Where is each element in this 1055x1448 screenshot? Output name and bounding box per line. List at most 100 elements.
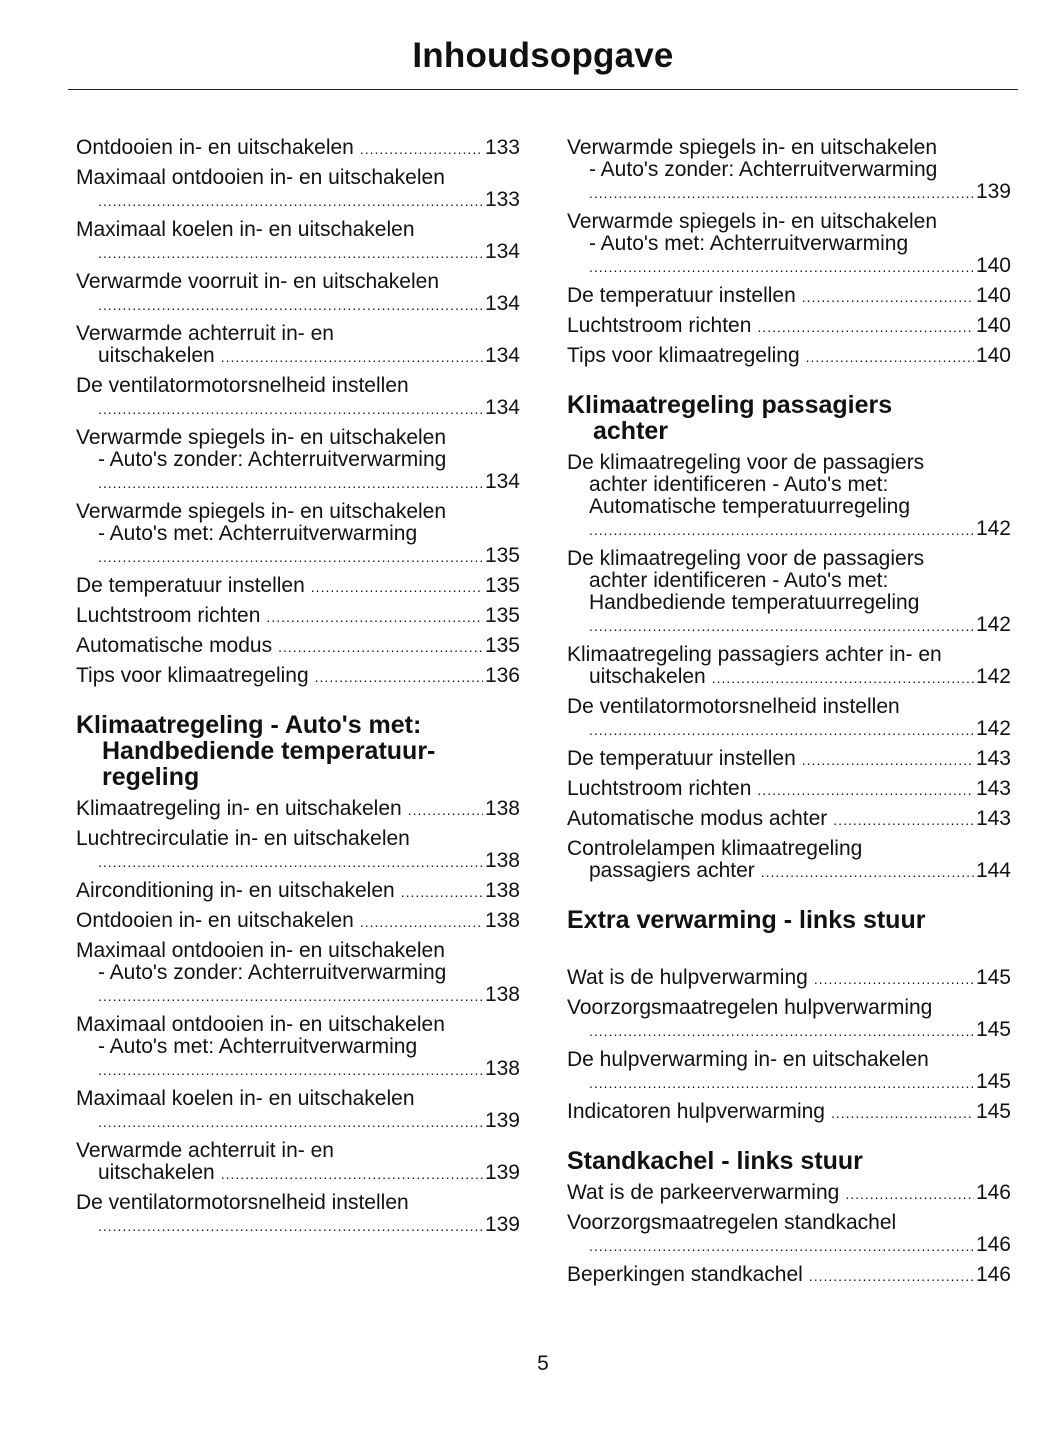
toc-entry[interactable]: Voorzorgsmaatregelen hulpverwarming.....…: [567, 997, 1011, 1041]
toc-entry-page[interactable]: 135: [484, 604, 520, 627]
toc-entry[interactable]: De hulpverwarming in- en uitschakelen...…: [567, 1049, 1011, 1093]
toc-entry-leader-line: Wat is de parkeerverwarming.............…: [567, 1182, 1011, 1204]
toc-entry-leader-line: uitschakelen............................…: [76, 345, 520, 367]
toc-entry-text: Luchtstroom richten: [567, 777, 752, 800]
toc-entry[interactable]: Maximaal ontdooien in- en uitschakelen - …: [76, 940, 520, 1006]
toc-entry-page[interactable]: 140: [975, 254, 1011, 277]
toc-entry-text: Maximaal ontdooien in- en uitschakelen: [76, 939, 445, 962]
toc-entry-page[interactable]: 140: [975, 344, 1011, 367]
toc-entry-page[interactable]: 136: [484, 664, 520, 687]
toc-entry-page[interactable]: 142: [975, 717, 1011, 740]
toc-entry-page[interactable]: 134: [484, 396, 520, 419]
dot-leader: ........................................…: [407, 802, 483, 818]
toc-entry-page[interactable]: 145: [975, 1070, 1011, 1093]
toc-entry-page[interactable]: 143: [975, 777, 1011, 800]
toc-entry-page[interactable]: 133: [484, 188, 520, 211]
toc-entry[interactable]: Luchtstroom richten.....................…: [76, 605, 520, 627]
toc-entry[interactable]: Klimaatregeling passagiers achter in- en…: [567, 644, 1011, 688]
toc-entry-page[interactable]: 139: [484, 1109, 520, 1132]
toc-entry[interactable]: Maximaal ontdooien in- en uitschakelen - …: [76, 1014, 520, 1080]
toc-entry[interactable]: Automatische modus......................…: [76, 635, 520, 657]
toc-entry[interactable]: De klimaatregeling voor de passagiers ach…: [567, 548, 1011, 636]
toc-entry-text: Tips voor klimaatregeling: [76, 664, 309, 687]
toc-entry[interactable]: Wat is de parkeerverwarming.............…: [567, 1182, 1011, 1204]
toc-entry[interactable]: Ontdooien in- en uitschakelen...........…: [76, 910, 520, 932]
toc-entry[interactable]: Automatische modus achter...............…: [567, 808, 1011, 830]
toc-entry[interactable]: Beperkingen standkachel.................…: [567, 1264, 1011, 1286]
toc-entry-page[interactable]: 138: [484, 849, 520, 872]
toc-entry-page[interactable]: 144: [975, 859, 1011, 882]
toc-entry-text: Tips voor klimaatregeling: [567, 344, 800, 367]
toc-entry[interactable]: Luchtrecirculatie in- en uitschakelen...…: [76, 828, 520, 872]
dot-leader: ........................................…: [310, 579, 483, 595]
toc-entry[interactable]: Verwarmde voorruit in- en uitschakelen..…: [76, 271, 520, 315]
toc-entry[interactable]: Verwarmde achterruit in- en uitschakelen.…: [76, 1140, 520, 1184]
toc-entry[interactable]: Verwarmde achterruit in- en uitschakelen.…: [76, 323, 520, 367]
toc-entry[interactable]: Tips voor klimaatregeling...............…: [76, 665, 520, 687]
toc-entry[interactable]: De klimaatregeling voor de passagiers ach…: [567, 452, 1011, 540]
toc-entry-text: - Auto's met: Achterruitverwarming: [589, 232, 909, 255]
toc-entry-page[interactable]: 138: [484, 879, 520, 902]
toc-entry-text: Voorzorgsmaatregelen standkachel: [567, 1211, 897, 1234]
toc-entry[interactable]: Maximaal ontdooien in- en uitschakelen..…: [76, 167, 520, 211]
toc-entry-page[interactable]: 146: [975, 1233, 1011, 1256]
toc-entry-page[interactable]: 138: [484, 1057, 520, 1080]
toc-entry-page[interactable]: 145: [975, 966, 1011, 989]
toc-entry-page[interactable]: 140: [975, 284, 1011, 307]
toc-entry-page[interactable]: 138: [484, 983, 520, 1006]
toc-entry[interactable]: Verwarmde spiegels in- en uitschakelen - …: [567, 137, 1011, 203]
toc-entry-page[interactable]: 135: [484, 634, 520, 657]
toc-entry[interactable]: Luchtstroom richten.....................…: [567, 778, 1011, 800]
toc-entry-page[interactable]: 139: [484, 1213, 520, 1236]
dot-leader: ........................................…: [98, 1218, 483, 1234]
toc-entry[interactable]: Ontdooien in- en uitschakelen...........…: [76, 137, 520, 159]
toc-entry[interactable]: Verwarmde spiegels in- en uitschakelen - …: [567, 211, 1011, 277]
toc-entry-text: Verwarmde achterruit in- en: [76, 322, 334, 345]
toc-entry[interactable]: De temperatuur instellen................…: [76, 575, 520, 597]
toc-entry-page[interactable]: 142: [975, 517, 1011, 540]
toc-entry[interactable]: De ventilatormotorsnelheid instellen....…: [567, 696, 1011, 740]
toc-entry-page[interactable]: 146: [975, 1263, 1011, 1286]
toc-entry-page[interactable]: 145: [975, 1018, 1011, 1041]
section-heading-line: achter: [593, 417, 669, 445]
toc-entry-page[interactable]: 143: [975, 807, 1011, 830]
toc-entry-page[interactable]: 135: [484, 574, 520, 597]
toc-entry[interactable]: De temperatuur instellen................…: [567, 285, 1011, 307]
toc-entry[interactable]: Maximaal koelen in- en uitschakelen.....…: [76, 1088, 520, 1132]
toc-entry-page[interactable]: 134: [484, 344, 520, 367]
toc-entry-page[interactable]: 139: [975, 180, 1011, 203]
toc-entry-page[interactable]: 143: [975, 747, 1011, 770]
toc-entry-page[interactable]: 134: [484, 240, 520, 263]
toc-entry-page[interactable]: 145: [975, 1100, 1011, 1123]
toc-entry-page[interactable]: 142: [975, 665, 1011, 688]
toc-entry-text: achter identificeren - Auto's met:: [589, 569, 889, 592]
toc-entry[interactable]: Controlelampen klimaatregeling passagiers…: [567, 838, 1011, 882]
toc-entry-leader-line: Ontdooien in- en uitschakelen...........…: [76, 137, 520, 159]
toc-entry-page[interactable]: 138: [484, 909, 520, 932]
toc-entry[interactable]: De ventilatormotorsnelheid instellen....…: [76, 1192, 520, 1236]
toc-entry[interactable]: Wat is de hulpverwarming................…: [567, 967, 1011, 989]
toc-entry-page[interactable]: 142: [975, 613, 1011, 636]
toc-entry[interactable]: Verwarmde spiegels in- en uitschakelen - …: [76, 427, 520, 493]
toc-entry-page[interactable]: 135: [484, 544, 520, 567]
toc-entry-text: De klimaatregeling voor de passagiers: [567, 451, 925, 474]
toc-entry[interactable]: De ventilatormotorsnelheid instellen....…: [76, 375, 520, 419]
toc-entry-page[interactable]: 134: [484, 470, 520, 493]
toc-entry-page[interactable]: 146: [975, 1181, 1011, 1204]
toc-entry[interactable]: Tips voor klimaatregeling...............…: [567, 345, 1011, 367]
toc-entry[interactable]: Airconditioning in- en uitschakelen.....…: [76, 880, 520, 902]
toc-entry[interactable]: Voorzorgsmaatregelen standkachel........…: [567, 1212, 1011, 1256]
dot-leader: ........................................…: [98, 549, 483, 565]
toc-entry-page[interactable]: 139: [484, 1161, 520, 1184]
toc-entry[interactable]: Indicatoren hulpverwarming..............…: [567, 1101, 1011, 1123]
toc-entry[interactable]: De temperatuur instellen................…: [567, 748, 1011, 770]
toc-entry-page[interactable]: 134: [484, 292, 520, 315]
toc-entry-page[interactable]: 140: [975, 314, 1011, 337]
toc-entry-page[interactable]: 138: [484, 797, 520, 820]
toc-entry[interactable]: Verwarmde spiegels in- en uitschakelen - …: [76, 501, 520, 567]
toc-entry[interactable]: Maximaal koelen in- en uitschakelen.....…: [76, 219, 520, 263]
toc-entry[interactable]: Klimaatregeling in- en uitschakelen.....…: [76, 798, 520, 820]
toc-entry[interactable]: Luchtstroom richten.....................…: [567, 315, 1011, 337]
toc-entry-page[interactable]: 133: [484, 136, 520, 159]
toc-entry-text: Verwarmde achterruit in- en: [76, 1139, 334, 1162]
